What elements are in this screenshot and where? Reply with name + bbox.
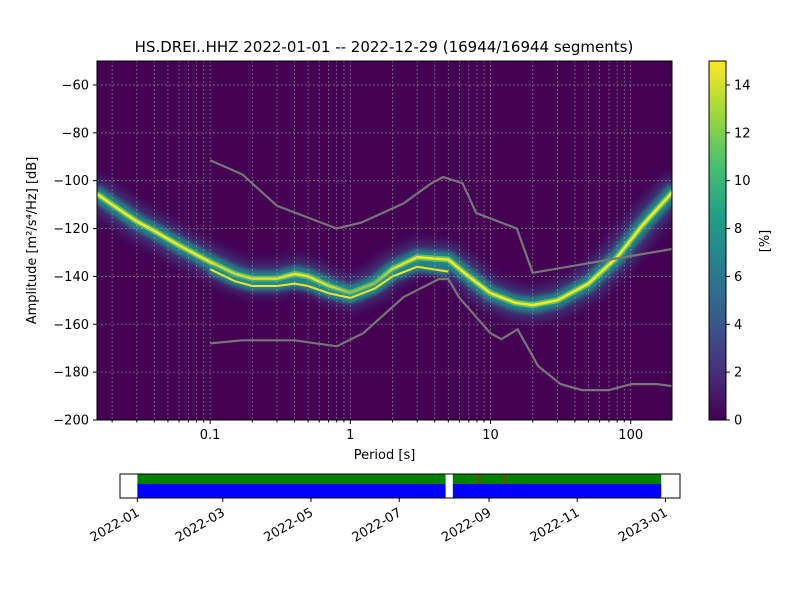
- y-tick-label: −100: [53, 174, 89, 189]
- y-tick-label: −140: [53, 270, 89, 285]
- colorbar-tick-label: 12: [734, 126, 751, 141]
- chart-title: HS.DREI..HHZ 2022-01-01 -- 2022-12-29 (1…: [135, 38, 634, 56]
- ppsd-plot: −60 −80 −100 −120 −140 −160 −180 −200 0.1 1 10 100 P…: [25, 60, 673, 463]
- colorbar-tick-label: 6: [734, 270, 742, 285]
- plot-area: [97, 61, 672, 420]
- low-noise-model-line: [209, 277, 672, 392]
- timeline-tick-label: 2022-09: [439, 505, 494, 545]
- y-tick-label: −200: [53, 414, 89, 429]
- colorbar-tick-label: 14: [734, 78, 751, 93]
- coverage-bar-top: [137, 474, 446, 484]
- y-tick-label: −60: [62, 78, 89, 93]
- y-tick-label: −80: [62, 126, 89, 141]
- colorbar-tick-label: 8: [734, 222, 742, 237]
- y-tick-label: −120: [53, 222, 89, 237]
- colorbar-label: [%]: [758, 230, 773, 253]
- coverage-bar-bottom: [452, 484, 662, 498]
- timeline-tick-label: 2022-11: [528, 505, 583, 545]
- density-glow: [97, 175, 672, 323]
- timeline-tick-label: 2022-03: [173, 505, 228, 545]
- high-noise-model-line: [209, 159, 672, 275]
- y-tick-label: −180: [53, 366, 89, 381]
- x-tick-label: 1: [346, 428, 354, 443]
- y-axis-label: Amplitude [m²/s⁴/Hz] [dB]: [25, 157, 40, 325]
- colorbar-gradient: [708, 60, 727, 421]
- colorbar-tick-label: 0: [734, 414, 742, 429]
- y-tick-label: −160: [53, 318, 89, 333]
- timeline-tick-label: 2022-01: [88, 505, 143, 545]
- timeline-tick-label: 2023-01: [616, 505, 671, 545]
- secondary-mode-line: [209, 265, 449, 299]
- colorbar-tick-label: 2: [734, 366, 742, 381]
- colorbar-tick-label: 4: [734, 318, 742, 333]
- timeline-frame: [119, 473, 681, 499]
- x-tick-label: 100: [618, 428, 643, 443]
- x-tick-label: 0.1: [200, 428, 221, 443]
- timeline-tick-label: 2022-07: [350, 505, 405, 545]
- x-axis-label: Period [s]: [354, 448, 416, 463]
- x-tick-label: 10: [482, 428, 499, 443]
- colorbar: 0 2 4 6 8 10 12 14 [%]: [708, 60, 773, 429]
- coverage-bar-bottom: [137, 484, 446, 498]
- coverage-timeline: 2022-01 2022-03 2022-05 2022-07 2022-09 2022-…: [88, 473, 681, 546]
- timeline-tick-label: 2022-05: [261, 505, 316, 545]
- colorbar-tick-label: 10: [734, 174, 751, 189]
- coverage-bar-top: [452, 474, 662, 484]
- plot-frame: [96, 60, 673, 421]
